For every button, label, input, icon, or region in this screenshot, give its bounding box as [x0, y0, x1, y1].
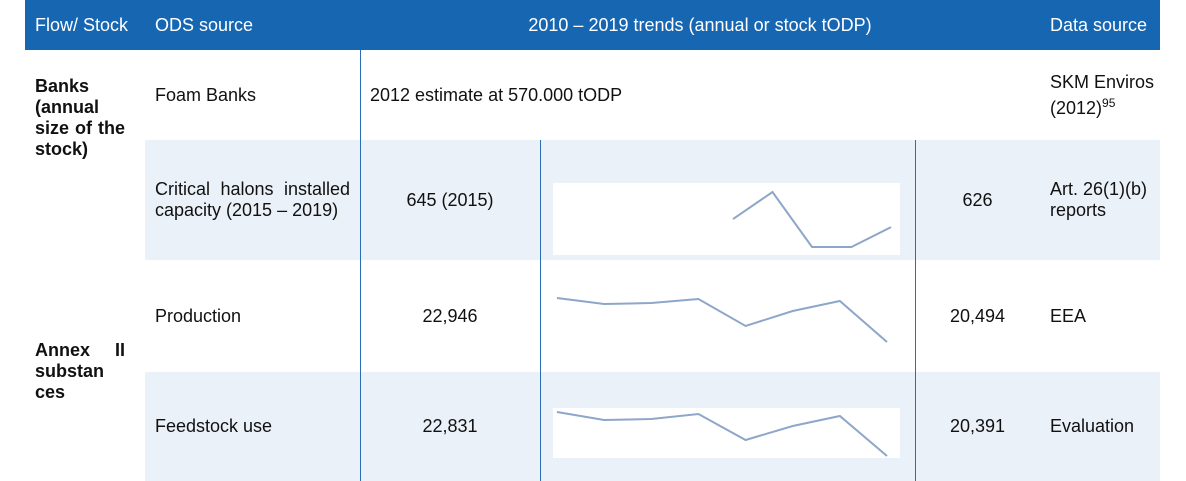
group-label: Annex II substan ces [35, 340, 125, 402]
header-bar [25, 0, 1160, 50]
header-cell: ODS source [155, 14, 254, 35]
first-value: 22,946 [422, 305, 478, 326]
sparkline [556, 411, 888, 457]
header-cell: Flow/ Stock [35, 14, 129, 35]
first-value: 645 (2015) [406, 189, 494, 210]
data-source: Evaluation [1050, 416, 1135, 436]
header-cell: 2010 – 2019 trends (annual or stock tODP… [528, 14, 872, 35]
source: Production [155, 305, 242, 326]
group-label: Banks (annual size of the stock) [35, 76, 125, 159]
last-value: 20,391 [949, 416, 1006, 436]
sparkline [556, 297, 888, 343]
sparkline-box [553, 183, 900, 255]
source: Foam Banks [155, 84, 257, 105]
data-source: Art. 26(1)(b) reports [1050, 179, 1148, 220]
last-value: 20,494 [949, 305, 1006, 326]
source: Critical halons installed capacity (2015… [155, 179, 350, 220]
column-line [915, 140, 916, 481]
data-source: SKM Enviros (2012)95 [1040, 50, 1166, 140]
source: Feedstock use [155, 416, 273, 436]
sparkline-box [553, 408, 900, 458]
data-source: EEA [1050, 305, 1087, 326]
trend-text: 2012 estimate at 570.000 tODP [370, 84, 623, 105]
sparkline [732, 190, 892, 248]
column-line [360, 50, 361, 481]
data-source-text: SKM Enviros (2012) [1050, 71, 1155, 118]
footnote: 95 [1102, 95, 1116, 110]
header-cell: Data source [1050, 14, 1148, 35]
first-value: 22,831 [422, 416, 478, 436]
column-line [540, 140, 541, 481]
last-value: 626 [962, 189, 993, 210]
